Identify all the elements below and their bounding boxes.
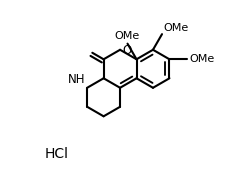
Text: OMe: OMe — [189, 54, 214, 64]
Text: NH: NH — [68, 73, 86, 86]
Text: OMe: OMe — [163, 23, 189, 33]
Text: HCl: HCl — [44, 147, 68, 161]
Text: OMe: OMe — [114, 31, 139, 41]
Text: O: O — [122, 44, 131, 57]
